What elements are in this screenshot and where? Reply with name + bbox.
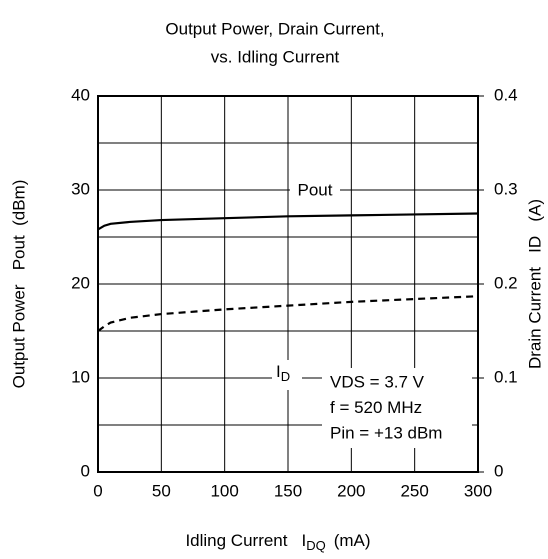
label-bg	[272, 360, 302, 390]
y-tick-label: 10	[71, 367, 90, 386]
y2-tick-label: 0.4	[494, 85, 518, 104]
y2-tick-label: 0.1	[494, 367, 518, 386]
x-tick-label: 100	[210, 481, 238, 500]
x-label-unit: (mA)	[334, 531, 371, 550]
series-label-subscript: D	[281, 369, 290, 384]
plot-frame	[97, 95, 479, 473]
series-label: Pout	[298, 180, 333, 199]
y2-tick-label: 0.3	[494, 179, 518, 198]
x-label-text: Idling Current	[185, 531, 287, 550]
x-label-symbol: I	[302, 531, 307, 550]
series-line	[97, 295, 479, 332]
y-tick-label: 40	[71, 85, 90, 104]
chart-title: Output Power, Drain Current,	[165, 19, 384, 38]
annotation-box	[322, 368, 472, 448]
y2-tick-label: 0	[494, 461, 503, 480]
x-label-subscript: DQ	[306, 538, 326, 553]
x-tick-label: 150	[274, 481, 302, 500]
x-tick-label: 250	[400, 481, 428, 500]
y-tick-label: 0	[81, 461, 90, 480]
annotation: Pin = +13 dBm	[330, 423, 442, 442]
label-bg	[290, 180, 340, 202]
y-axis-label: Output Power Pout (dBm)	[9, 180, 28, 389]
y2-axis-label: Drain Current ID (A)	[525, 199, 544, 369]
x-axis-label: Idling Current IDQ (mA)	[185, 531, 370, 553]
series-line	[97, 212, 479, 231]
x-tick-label: 300	[464, 481, 492, 500]
series-label-name: I	[276, 362, 281, 381]
y-tick-label: 20	[71, 273, 90, 292]
x-tick-label: 50	[152, 481, 171, 500]
chart-title: vs. Idling Current	[211, 47, 340, 66]
series-label: ID	[276, 362, 290, 384]
annotation: f = 520 MHz	[330, 398, 422, 417]
annotation: VDS = 3.7 V	[330, 372, 425, 391]
x-tick-label: 0	[93, 481, 102, 500]
x-tick-label: 200	[337, 481, 365, 500]
y-tick-label: 30	[71, 179, 90, 198]
y2-tick-label: 0.2	[494, 273, 518, 292]
